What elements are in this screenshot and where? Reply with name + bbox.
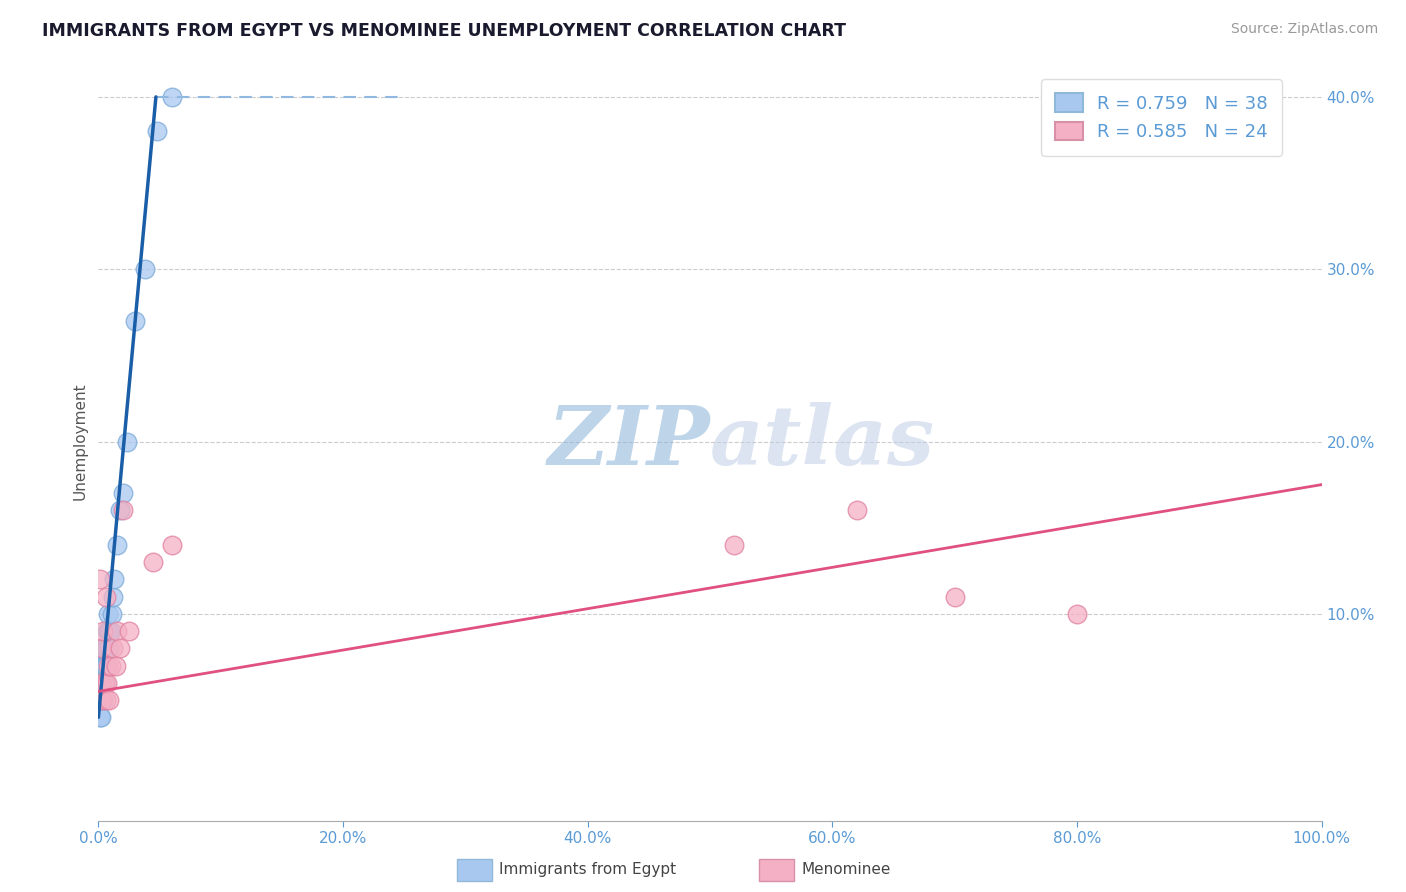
Point xyxy=(91,641,114,656)
Text: Source: ZipAtlas.com: Source: ZipAtlas.com xyxy=(1230,22,1378,37)
Point xyxy=(98,641,121,656)
Point xyxy=(89,675,111,690)
Text: Immigrants from Egypt: Immigrants from Egypt xyxy=(499,863,676,877)
Point xyxy=(90,693,112,707)
Point xyxy=(111,503,134,517)
Point xyxy=(110,503,132,517)
Point xyxy=(111,486,134,500)
Point xyxy=(91,675,114,690)
Point xyxy=(723,538,745,552)
Point xyxy=(94,658,117,673)
Point xyxy=(91,693,114,707)
Point xyxy=(101,607,124,621)
Point xyxy=(97,658,120,673)
Point xyxy=(845,503,868,517)
Point xyxy=(105,538,128,552)
Point xyxy=(96,624,118,639)
Point xyxy=(100,658,122,673)
Legend: R = 0.759   N = 38, R = 0.585   N = 24: R = 0.759 N = 38, R = 0.585 N = 24 xyxy=(1040,79,1282,156)
Point xyxy=(97,624,120,639)
Point xyxy=(124,314,146,328)
Point xyxy=(105,624,128,639)
Point xyxy=(94,641,117,656)
Point xyxy=(134,262,156,277)
Y-axis label: Unemployment: Unemployment xyxy=(72,383,87,500)
Point xyxy=(98,624,121,639)
Point xyxy=(100,624,122,639)
Point xyxy=(118,624,141,639)
Point xyxy=(91,675,114,690)
Point xyxy=(146,124,169,138)
Text: ZIP: ZIP xyxy=(547,401,710,482)
Point xyxy=(89,573,111,587)
Point xyxy=(91,693,114,707)
Point xyxy=(101,641,124,656)
Point xyxy=(93,675,115,690)
Point xyxy=(96,641,118,656)
Point xyxy=(94,590,117,604)
Point xyxy=(1066,607,1088,621)
Point xyxy=(91,658,114,673)
Point xyxy=(142,555,165,569)
Point xyxy=(97,607,120,621)
Point xyxy=(115,434,138,449)
Point xyxy=(943,590,966,604)
Point xyxy=(91,641,114,656)
Point xyxy=(89,710,111,724)
Text: atlas: atlas xyxy=(710,401,935,482)
Point xyxy=(110,641,132,656)
Point xyxy=(93,658,115,673)
Point xyxy=(90,675,112,690)
Point xyxy=(90,710,112,724)
Point xyxy=(103,573,125,587)
Point xyxy=(90,658,112,673)
Point xyxy=(160,90,183,104)
Point xyxy=(160,538,183,552)
Point xyxy=(90,675,112,690)
Point xyxy=(91,693,114,707)
Point xyxy=(98,693,121,707)
Point xyxy=(89,693,111,707)
Point xyxy=(91,624,114,639)
Point xyxy=(94,693,117,707)
Point xyxy=(91,658,114,673)
Point xyxy=(104,658,127,673)
Point xyxy=(101,590,124,604)
Text: Menominee: Menominee xyxy=(801,863,891,877)
Text: IMMIGRANTS FROM EGYPT VS MENOMINEE UNEMPLOYMENT CORRELATION CHART: IMMIGRANTS FROM EGYPT VS MENOMINEE UNEMP… xyxy=(42,22,846,40)
Point xyxy=(93,675,115,690)
Point xyxy=(96,675,118,690)
Point xyxy=(91,658,114,673)
Point xyxy=(93,641,115,656)
